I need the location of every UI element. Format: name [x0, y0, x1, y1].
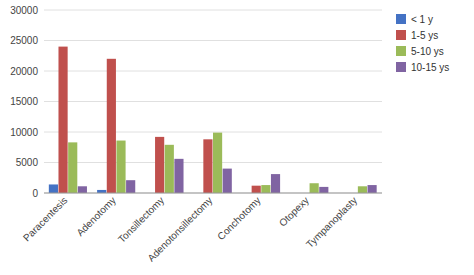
bar	[252, 186, 261, 193]
bar	[49, 184, 58, 193]
grid-line	[44, 71, 382, 72]
y-tick-label: 5000	[16, 157, 39, 168]
bar	[107, 59, 116, 193]
legend-swatch	[396, 46, 406, 56]
x-tick-label: Otopexy	[277, 195, 311, 229]
bar	[78, 186, 87, 193]
legend-swatch	[396, 30, 406, 40]
legend-swatch	[396, 62, 406, 72]
bar	[271, 174, 280, 193]
grid-line	[44, 101, 382, 102]
bar	[223, 169, 232, 193]
bar	[68, 142, 77, 193]
chart: 0 5000 10000 15000 20000 25000 30000 Paracentes…	[0, 0, 474, 275]
grid	[44, 10, 382, 193]
bars	[49, 47, 377, 193]
grid-line	[44, 193, 382, 194]
x-tick-label: Tonsillectomy	[116, 195, 166, 245]
legend: < 1 y 1-5 ys 5-10 ys 10-15 ys	[396, 14, 449, 73]
y-tick-label: 10000	[10, 127, 38, 138]
bar	[261, 185, 270, 193]
legend-label: 10-15 ys	[411, 62, 449, 73]
bar	[174, 159, 183, 193]
y-tick-label: 0	[32, 188, 38, 199]
x-tick-label: Paracentesis	[21, 195, 70, 244]
bar	[310, 183, 319, 193]
y-tick-label: 30000	[10, 5, 38, 16]
bar	[58, 47, 67, 193]
bar	[203, 139, 212, 193]
legend-label: 5-10 ys	[411, 46, 444, 57]
legend-label: 1-5 ys	[411, 30, 438, 41]
bar	[213, 133, 222, 193]
grid-line	[44, 10, 382, 11]
grid-line	[44, 40, 382, 41]
x-tick-label: Conchotomy	[215, 195, 262, 242]
legend-label: < 1 y	[411, 14, 433, 25]
bar	[116, 141, 125, 193]
y-tick-label: 20000	[10, 66, 38, 77]
y-tick-label: 25000	[10, 35, 38, 46]
legend-swatch	[396, 14, 406, 24]
bar	[126, 180, 135, 193]
x-axis-line	[44, 193, 382, 194]
bar	[155, 137, 164, 193]
bar	[368, 185, 377, 193]
bar	[319, 187, 328, 193]
y-tick-label: 15000	[10, 96, 38, 107]
bar	[358, 186, 367, 193]
x-tick-label: Adenotomy	[74, 195, 118, 239]
chart-container: 0 5000 10000 15000 20000 25000 30000 Paracentes…	[0, 0, 474, 275]
grid-line	[44, 132, 382, 133]
x-tick-label: Tympanoplasty	[304, 195, 359, 250]
x-tick-label: Adenotonsillectomy	[145, 195, 214, 264]
bar	[165, 145, 174, 193]
